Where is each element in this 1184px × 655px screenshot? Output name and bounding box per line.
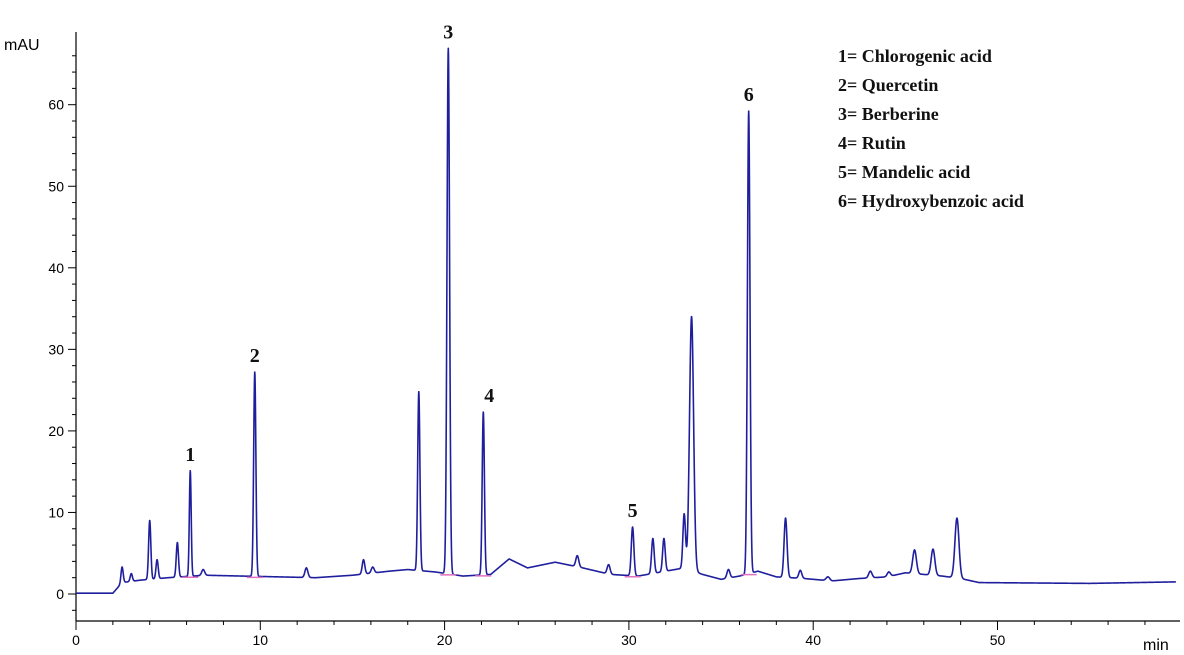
peak-number-label: 4 <box>484 385 494 407</box>
x-tick-label: 10 <box>253 632 269 648</box>
peak-apex <box>683 513 685 515</box>
peak-number-label: 1 <box>185 444 195 466</box>
peak-apex <box>827 576 829 578</box>
legend-entry: 5= Mandelic acid <box>838 162 970 182</box>
peak-apex <box>362 558 365 561</box>
peak-apex <box>799 569 802 572</box>
peak-number-label: 6 <box>744 84 754 106</box>
peak-apex <box>652 537 654 540</box>
x-tick-label: 30 <box>621 632 637 648</box>
y-tick-label: 10 <box>48 504 64 520</box>
y-tick-label: 50 <box>48 178 64 194</box>
legend-entry: 1= Chlorogenic acid <box>838 46 992 66</box>
legend: 1= Chlorogenic acid 2= Quercetin 3= Berber… <box>838 46 1024 211</box>
peak-number-label: 2 <box>250 345 260 367</box>
peak-apex <box>482 411 485 413</box>
peak-apex <box>932 548 934 550</box>
peak-number-label: 3 <box>443 21 453 43</box>
x-tick-label: 50 <box>990 632 1006 648</box>
peak-apex <box>176 541 179 544</box>
peak-number-label: 5 <box>628 500 638 522</box>
trace-layer <box>75 47 1177 594</box>
chromatogram-trace <box>75 47 1177 594</box>
peak-apex <box>956 517 958 519</box>
peak-apex <box>631 526 634 528</box>
x-tick-label: 20 <box>437 632 453 648</box>
peak-apex <box>447 47 450 50</box>
peak-apex <box>417 390 420 393</box>
peak-apex <box>156 558 158 561</box>
peak-apex <box>130 572 133 575</box>
peak-apex <box>121 566 123 568</box>
legend-entry: 4= Rutin <box>838 133 906 153</box>
y-tick-label: 60 <box>48 97 64 113</box>
y-tick-label: 0 <box>56 586 64 602</box>
peak-apex <box>663 537 665 540</box>
peak-labels: 1 2 3 4 5 6 <box>185 21 753 522</box>
peak-apex <box>202 568 204 571</box>
peak-apex <box>371 566 374 568</box>
peak-apex <box>576 554 579 557</box>
y-tick-label: 20 <box>48 423 64 439</box>
peak-apex <box>747 110 750 113</box>
x-axis-label: min <box>1143 637 1169 654</box>
legend-entry: 6= Hydroxybenzoic acid <box>838 191 1024 211</box>
peak-apex <box>305 567 308 569</box>
peak-apex <box>727 568 730 571</box>
y-axis-label: mAU <box>4 37 40 54</box>
peak-apex <box>913 549 916 551</box>
x-tick-label: 40 <box>805 632 821 648</box>
y-tick-label: 30 <box>48 341 64 357</box>
x-tick-label: 0 <box>72 632 80 648</box>
axes: 0 10 20 30 40 50 60 0 10 20 30 40 50 mAU min <box>4 32 1180 654</box>
peak-apex <box>690 315 693 318</box>
peak-apex <box>148 519 151 522</box>
y-tick-label: 40 <box>48 260 64 276</box>
legend-entry: 2= Quercetin <box>838 75 938 95</box>
peak-apex <box>189 470 192 472</box>
legend-entry: 3= Berberine <box>838 104 939 124</box>
peak-apex <box>784 517 787 519</box>
peak-apex <box>869 570 872 572</box>
peak-apex <box>607 563 610 566</box>
peak-apex <box>887 571 890 573</box>
peak-apex <box>253 371 256 373</box>
